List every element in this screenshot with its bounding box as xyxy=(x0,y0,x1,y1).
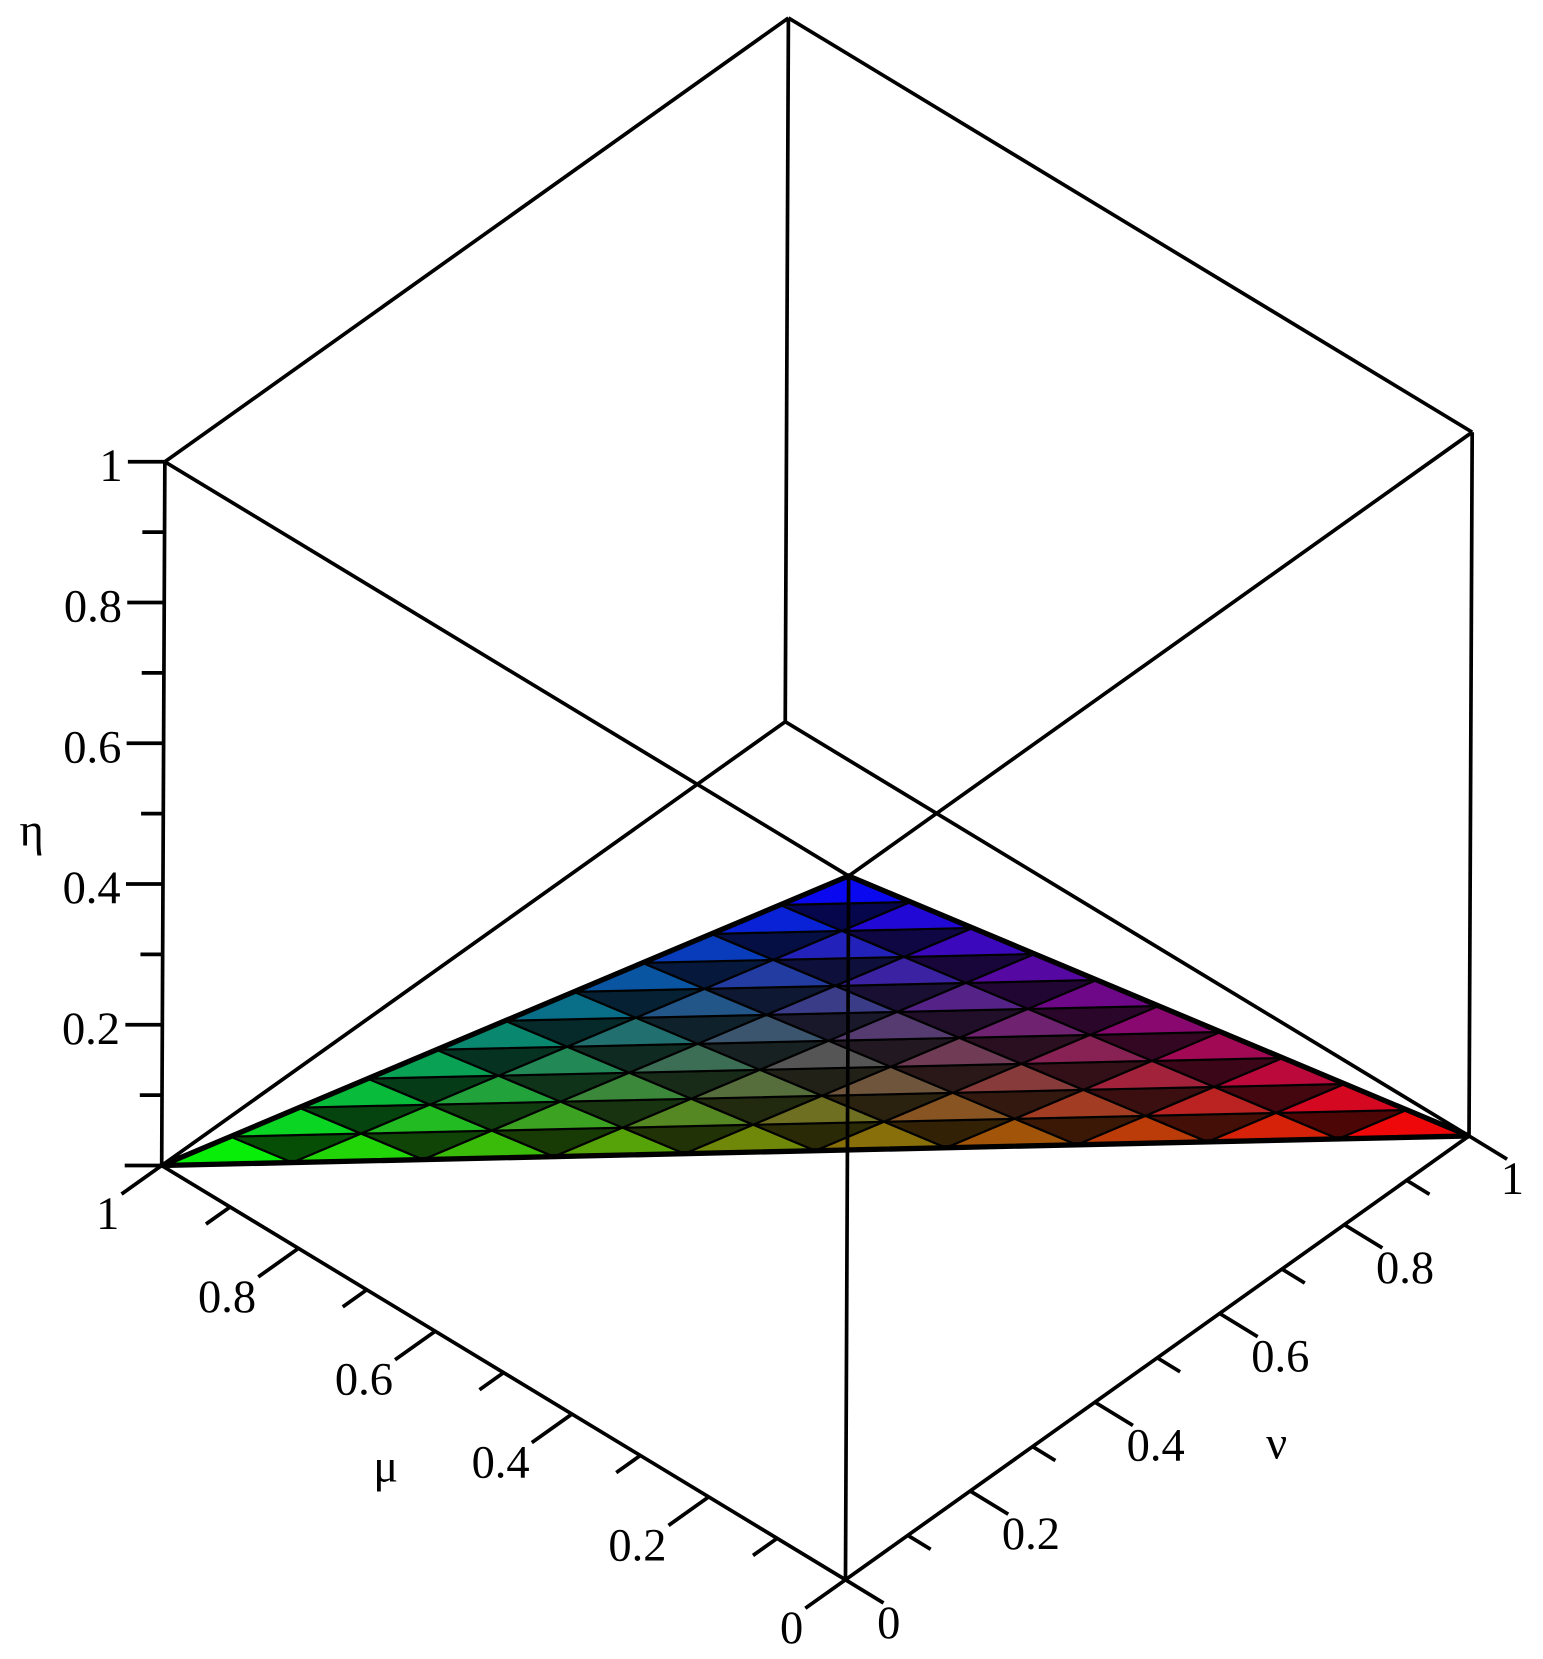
y-tick-label: 0 xyxy=(877,1598,900,1649)
z-axis-label: η xyxy=(20,805,44,856)
z-tick-label: 0.6 xyxy=(63,722,121,773)
x-tick-label: 0.8 xyxy=(198,1272,256,1323)
x-tick-label: 0.2 xyxy=(608,1520,666,1571)
minor-tick xyxy=(751,1536,779,1557)
z-tick-label: 0.8 xyxy=(64,582,122,633)
tick-mark xyxy=(1468,1134,1509,1161)
box-edge xyxy=(784,720,1470,1138)
minor-tick xyxy=(1031,1445,1057,1463)
mesh-facet xyxy=(779,874,912,907)
y-tick-label: 0.2 xyxy=(1002,1509,1060,1560)
tick-mark xyxy=(120,1164,163,1196)
box-edge xyxy=(160,720,787,1168)
tick-mark xyxy=(1343,1223,1384,1250)
box-edge xyxy=(787,16,1474,434)
minor-tick xyxy=(478,1371,505,1392)
minor-tick xyxy=(341,1288,368,1309)
z-tick-label: 0.4 xyxy=(63,863,121,914)
minor-tick xyxy=(1280,1267,1306,1285)
x-axis-label: μ xyxy=(373,1442,398,1493)
minor-tick xyxy=(1156,1356,1182,1374)
tick-mark xyxy=(530,1412,574,1445)
minor-tick xyxy=(615,1453,642,1475)
surface-outline xyxy=(160,873,1471,1169)
box-edge xyxy=(163,460,850,878)
minor-tick xyxy=(906,1533,932,1551)
y-tick-label: 0.6 xyxy=(1251,1332,1309,1383)
tick-mark xyxy=(667,1495,710,1527)
tick-mark xyxy=(844,1578,885,1605)
minor-tick xyxy=(1405,1178,1431,1196)
box-edge xyxy=(1467,432,1475,1136)
box-edge xyxy=(843,875,851,1580)
x-tick-label: 0 xyxy=(780,1603,803,1654)
tick-mark xyxy=(969,1489,1010,1516)
tick-mark xyxy=(1093,1400,1134,1428)
box-edge xyxy=(847,430,1474,878)
x-tick-label: 0.6 xyxy=(335,1355,393,1406)
box-edge xyxy=(163,16,790,464)
tick-mark xyxy=(804,1578,847,1610)
y-tick-label: 0.4 xyxy=(1127,1420,1185,1471)
tick-mark xyxy=(257,1246,300,1279)
box-edge xyxy=(783,17,791,722)
tick-mark xyxy=(1218,1311,1259,1339)
z-tick-label: 0.2 xyxy=(62,1004,120,1055)
y-tick-label: 1 xyxy=(1501,1154,1524,1205)
y-tick-label: 0.8 xyxy=(1376,1243,1434,1294)
x-tick-label: 1 xyxy=(96,1189,119,1240)
x-tick-label: 0.4 xyxy=(472,1438,530,1489)
y-axis-label: ν xyxy=(1266,1418,1287,1469)
tick-mark xyxy=(393,1329,437,1362)
minor-tick xyxy=(204,1205,232,1226)
z-tick-label: 1 xyxy=(99,441,122,492)
